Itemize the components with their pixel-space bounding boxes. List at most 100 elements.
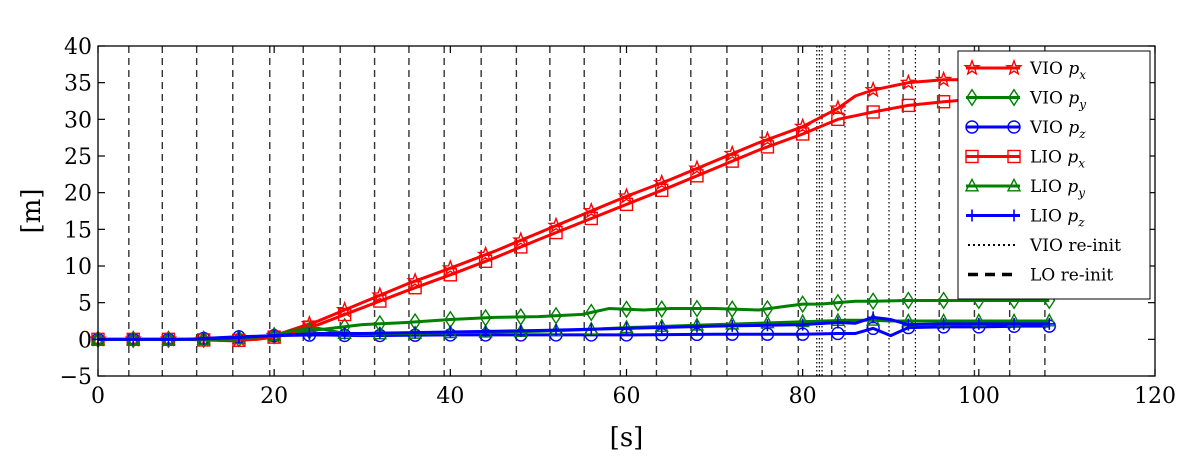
data-point: [829, 99, 847, 116]
data-point: [831, 112, 845, 127]
legend-marker: [1007, 149, 1021, 164]
series-3: [91, 95, 962, 348]
x-tick-label: 120: [1134, 384, 1176, 409]
legend-marker: [1008, 209, 1020, 222]
legend-entry: [966, 209, 1020, 222]
x-tick-label: 80: [789, 384, 817, 409]
data-point: [476, 245, 495, 263]
data-point: [796, 318, 809, 331]
legend-marker: [1007, 120, 1021, 134]
data-point: [585, 303, 598, 322]
y-tick-label: −5: [60, 365, 92, 390]
y-tick-label: 0: [78, 328, 92, 353]
y-tick-label: 40: [64, 35, 92, 60]
y-axis-label: [m]: [17, 189, 47, 234]
data-point: [1008, 317, 1021, 330]
x-tick-label: 100: [958, 384, 1000, 409]
data-point: [899, 73, 918, 91]
legend-label: LO re-init: [1030, 266, 1113, 286]
y-tick-label: 10: [64, 255, 92, 280]
data-point: [690, 320, 703, 333]
data-point: [795, 127, 810, 141]
legend-label: VIO re-init: [1029, 236, 1121, 256]
legend-marker: [965, 120, 979, 134]
legend-marker: [965, 149, 979, 164]
data-point: [371, 286, 389, 303]
legend-box: [957, 50, 1151, 300]
legend-marker: [963, 58, 981, 76]
legend-marker: [966, 88, 978, 107]
data-point: [512, 231, 530, 248]
data-point: [373, 327, 386, 340]
legend-entry: [965, 149, 1021, 164]
data-point: [1043, 317, 1056, 330]
data-point: [373, 294, 387, 308]
data-point: [549, 225, 563, 240]
data-point: [652, 173, 671, 191]
data-point: [691, 299, 703, 318]
y-tick-label: 5: [78, 292, 92, 317]
data-point: [972, 317, 985, 330]
data-point: [726, 319, 739, 332]
data-point: [338, 327, 351, 340]
data-point: [409, 326, 422, 339]
data-point: [303, 327, 316, 340]
data-point: [831, 316, 844, 329]
data-point: [866, 105, 880, 119]
data-point: [934, 70, 953, 88]
legend-label: LIO pz: [1030, 207, 1085, 230]
x-tick-label: 40: [436, 384, 464, 409]
legend-marker: [1005, 58, 1023, 76]
y-tick-label: 15: [64, 218, 92, 243]
data-point: [547, 216, 565, 234]
data-point: [725, 154, 739, 168]
data-point: [514, 324, 527, 337]
data-point: [406, 271, 424, 289]
x-tick-label: 20: [260, 384, 288, 409]
data-point: [584, 211, 598, 226]
x-axis-label: [s]: [610, 423, 644, 453]
series-5: [92, 311, 1056, 346]
legend-marker: [964, 177, 980, 192]
y-tick-label: 30: [64, 108, 92, 133]
data-point: [902, 291, 915, 310]
y-tick-label: 35: [64, 72, 92, 97]
legend-entry: [965, 120, 1021, 134]
y-tick-label: 20: [64, 182, 92, 207]
data-point: [937, 291, 950, 310]
legend-entry: [964, 177, 1022, 192]
data-point: [760, 140, 775, 154]
data-point: [197, 330, 210, 349]
data-point: [901, 98, 916, 113]
legend-label: LIO py: [1030, 177, 1085, 200]
data-point: [337, 307, 352, 322]
legend-marker: [1008, 88, 1020, 107]
data-point: [655, 183, 669, 198]
legend-label: LIO px: [1030, 148, 1085, 171]
data-point: [585, 323, 598, 336]
data-point: [617, 187, 636, 204]
data-point: [620, 300, 633, 319]
data-point: [655, 299, 668, 319]
data-point: [758, 130, 777, 148]
data-point: [864, 80, 882, 98]
data-point: [197, 332, 210, 345]
legend-label: VIO py: [1029, 89, 1086, 112]
data-point: [867, 292, 880, 311]
data-point: [550, 324, 563, 337]
data-point: [127, 330, 140, 349]
x-tick-label: 0: [91, 384, 105, 409]
data-point: [902, 318, 915, 331]
data-point: [162, 330, 175, 349]
data-point: [443, 268, 458, 282]
data-point: [441, 258, 460, 276]
data-point: [127, 333, 140, 346]
data-point: [620, 322, 633, 335]
data-point: [936, 95, 951, 109]
legend: VIO px VIO py VIO pz LIO px LIO py LIO pz VIO …: [957, 50, 1151, 300]
data-point: [688, 159, 706, 176]
data-point: [867, 311, 880, 324]
legend-marker: [1006, 177, 1022, 192]
data-point: [478, 254, 493, 269]
